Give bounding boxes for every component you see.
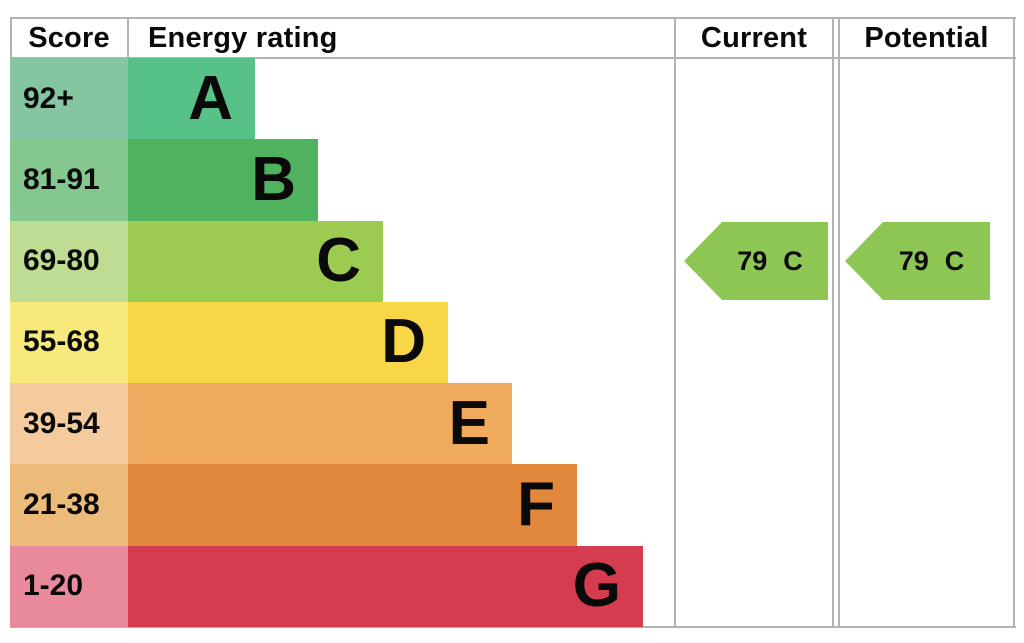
potential-column-right-border [1013, 17, 1015, 628]
band-bar-a: A [128, 58, 255, 140]
band-bar-e: E [128, 383, 512, 465]
energy-rating-column-header: Energy rating [148, 21, 338, 54]
left-pointing-arrow-shape [845, 222, 990, 300]
band-row-d: 55-68 D [10, 301, 1014, 384]
potential-rating-label: 79 C [845, 222, 990, 300]
top-border-line [10, 17, 1016, 19]
score-range-b: 81-91 [10, 139, 128, 221]
band-bar-d: D [128, 301, 448, 384]
score-range-e: 39-54 [10, 383, 128, 465]
band-bar-f: F [128, 464, 577, 546]
potential-rating-arrow: 79 C [845, 222, 990, 300]
current-rating-letter: C [783, 245, 803, 276]
score-range-a: 92+ [10, 58, 128, 140]
score-header-right-border [127, 17, 129, 59]
band-row-g: 1-20 G [10, 545, 1014, 627]
rating-bands: 92+ A 81-91 B 69-80 C 55-68 D 39-54 E 21-38 F 1-20 G [10, 58, 1014, 627]
band-bar-g: G [128, 545, 643, 627]
band-bar-c: C [128, 220, 383, 302]
current-rating-arrow: 79 C [684, 222, 828, 300]
current-rating-value: 79 [737, 245, 768, 276]
current-column-right-border [832, 17, 834, 628]
current-column-left-border [674, 17, 676, 628]
potential-rating-value: 79 [898, 245, 929, 276]
current-rating-label: 79 C [684, 222, 828, 300]
score-header-left-border [10, 17, 12, 59]
score-range-g: 1-20 [10, 545, 128, 627]
score-column-header: Score [28, 21, 110, 54]
band-row-b: 81-91 B [10, 139, 1014, 221]
band-row-a: 92+ A [10, 58, 1014, 140]
left-pointing-arrow-shape [684, 222, 828, 300]
potential-column-left-border [838, 17, 840, 628]
potential-column-header: Potential [864, 21, 989, 54]
score-range-c: 69-80 [10, 220, 128, 302]
band-bar-b: B [128, 139, 318, 221]
band-row-c: 69-80 C [10, 220, 1014, 302]
header-divider-line [10, 57, 1016, 59]
current-column-header: Current [700, 21, 808, 54]
band-row-f: 21-38 F [10, 464, 1014, 546]
bottom-border-line [10, 626, 1016, 628]
band-row-e: 39-54 E [10, 383, 1014, 465]
potential-rating-letter: C [944, 245, 965, 276]
score-range-f: 21-38 [10, 464, 128, 546]
score-range-d: 55-68 [10, 301, 128, 384]
